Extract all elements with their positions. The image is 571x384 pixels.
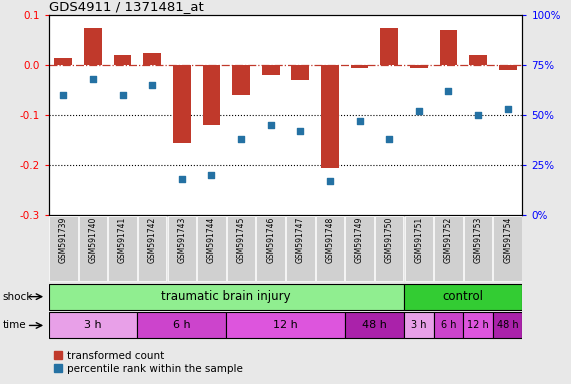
Text: GDS4911 / 1371481_at: GDS4911 / 1371481_at [49, 0, 203, 13]
Point [89, 76, 98, 82]
Point [473, 112, 482, 118]
Point [325, 178, 335, 184]
FancyBboxPatch shape [227, 217, 255, 281]
Text: GSM591745: GSM591745 [236, 217, 246, 263]
FancyBboxPatch shape [404, 284, 522, 310]
FancyBboxPatch shape [197, 217, 226, 281]
Text: GSM591740: GSM591740 [89, 217, 98, 263]
Point [148, 82, 157, 88]
Bar [321, 65, 339, 167]
Point [266, 122, 275, 128]
Bar [143, 53, 161, 65]
Text: GSM591739: GSM591739 [59, 217, 68, 263]
FancyBboxPatch shape [463, 313, 493, 338]
FancyBboxPatch shape [138, 217, 166, 281]
Text: GSM591746: GSM591746 [266, 217, 275, 263]
FancyBboxPatch shape [405, 217, 433, 281]
Text: GSM591754: GSM591754 [503, 217, 512, 263]
Point [414, 108, 423, 114]
Point [207, 172, 216, 178]
FancyBboxPatch shape [49, 313, 138, 338]
Bar [410, 65, 428, 68]
FancyBboxPatch shape [345, 217, 374, 281]
FancyBboxPatch shape [434, 217, 463, 281]
Legend: transformed count, percentile rank within the sample: transformed count, percentile rank withi… [54, 351, 243, 374]
Bar [351, 65, 368, 68]
Text: control: control [443, 290, 484, 303]
Text: GSM591748: GSM591748 [325, 217, 335, 263]
Point [236, 136, 246, 142]
FancyBboxPatch shape [493, 217, 522, 281]
Point [355, 118, 364, 124]
Bar [440, 30, 457, 65]
FancyBboxPatch shape [464, 217, 492, 281]
Text: 12 h: 12 h [467, 320, 489, 331]
Bar [84, 28, 102, 65]
Text: 3 h: 3 h [84, 320, 102, 331]
Point [118, 92, 127, 98]
Bar [203, 65, 220, 125]
Point [503, 106, 512, 112]
Point [177, 176, 186, 182]
Text: GSM591744: GSM591744 [207, 217, 216, 263]
FancyBboxPatch shape [108, 217, 137, 281]
Text: traumatic brain injury: traumatic brain injury [162, 290, 291, 303]
FancyBboxPatch shape [226, 313, 345, 338]
FancyBboxPatch shape [404, 313, 433, 338]
Bar [262, 65, 280, 75]
FancyBboxPatch shape [49, 217, 78, 281]
Text: GSM591749: GSM591749 [355, 217, 364, 263]
FancyBboxPatch shape [79, 217, 107, 281]
FancyBboxPatch shape [138, 313, 226, 338]
Bar [380, 28, 398, 65]
Point [296, 128, 305, 134]
Point [59, 92, 68, 98]
FancyBboxPatch shape [49, 284, 404, 310]
Text: 48 h: 48 h [497, 320, 518, 331]
Text: 12 h: 12 h [273, 320, 298, 331]
Bar [291, 65, 309, 80]
Text: 6 h: 6 h [173, 320, 191, 331]
FancyBboxPatch shape [493, 313, 522, 338]
Text: shock: shock [3, 291, 33, 302]
Text: 48 h: 48 h [362, 320, 387, 331]
Point [444, 88, 453, 94]
Text: 6 h: 6 h [441, 320, 456, 331]
Bar [173, 65, 191, 142]
Text: GSM591752: GSM591752 [444, 217, 453, 263]
Text: 3 h: 3 h [411, 320, 427, 331]
Bar [114, 55, 131, 65]
Bar [499, 65, 517, 70]
FancyBboxPatch shape [286, 217, 315, 281]
Bar [232, 65, 250, 95]
FancyBboxPatch shape [345, 313, 404, 338]
Text: GSM591742: GSM591742 [148, 217, 156, 263]
FancyBboxPatch shape [375, 217, 403, 281]
Text: GSM591753: GSM591753 [473, 217, 482, 263]
Point [385, 136, 394, 142]
FancyBboxPatch shape [168, 217, 196, 281]
Text: time: time [3, 320, 26, 331]
Text: GSM591750: GSM591750 [385, 217, 393, 263]
FancyBboxPatch shape [433, 313, 463, 338]
Text: GSM591741: GSM591741 [118, 217, 127, 263]
Text: GSM591751: GSM591751 [415, 217, 423, 263]
Text: GSM591747: GSM591747 [296, 217, 305, 263]
Bar [54, 58, 73, 65]
FancyBboxPatch shape [316, 217, 344, 281]
Bar [469, 55, 487, 65]
FancyBboxPatch shape [256, 217, 285, 281]
Text: GSM591743: GSM591743 [178, 217, 186, 263]
